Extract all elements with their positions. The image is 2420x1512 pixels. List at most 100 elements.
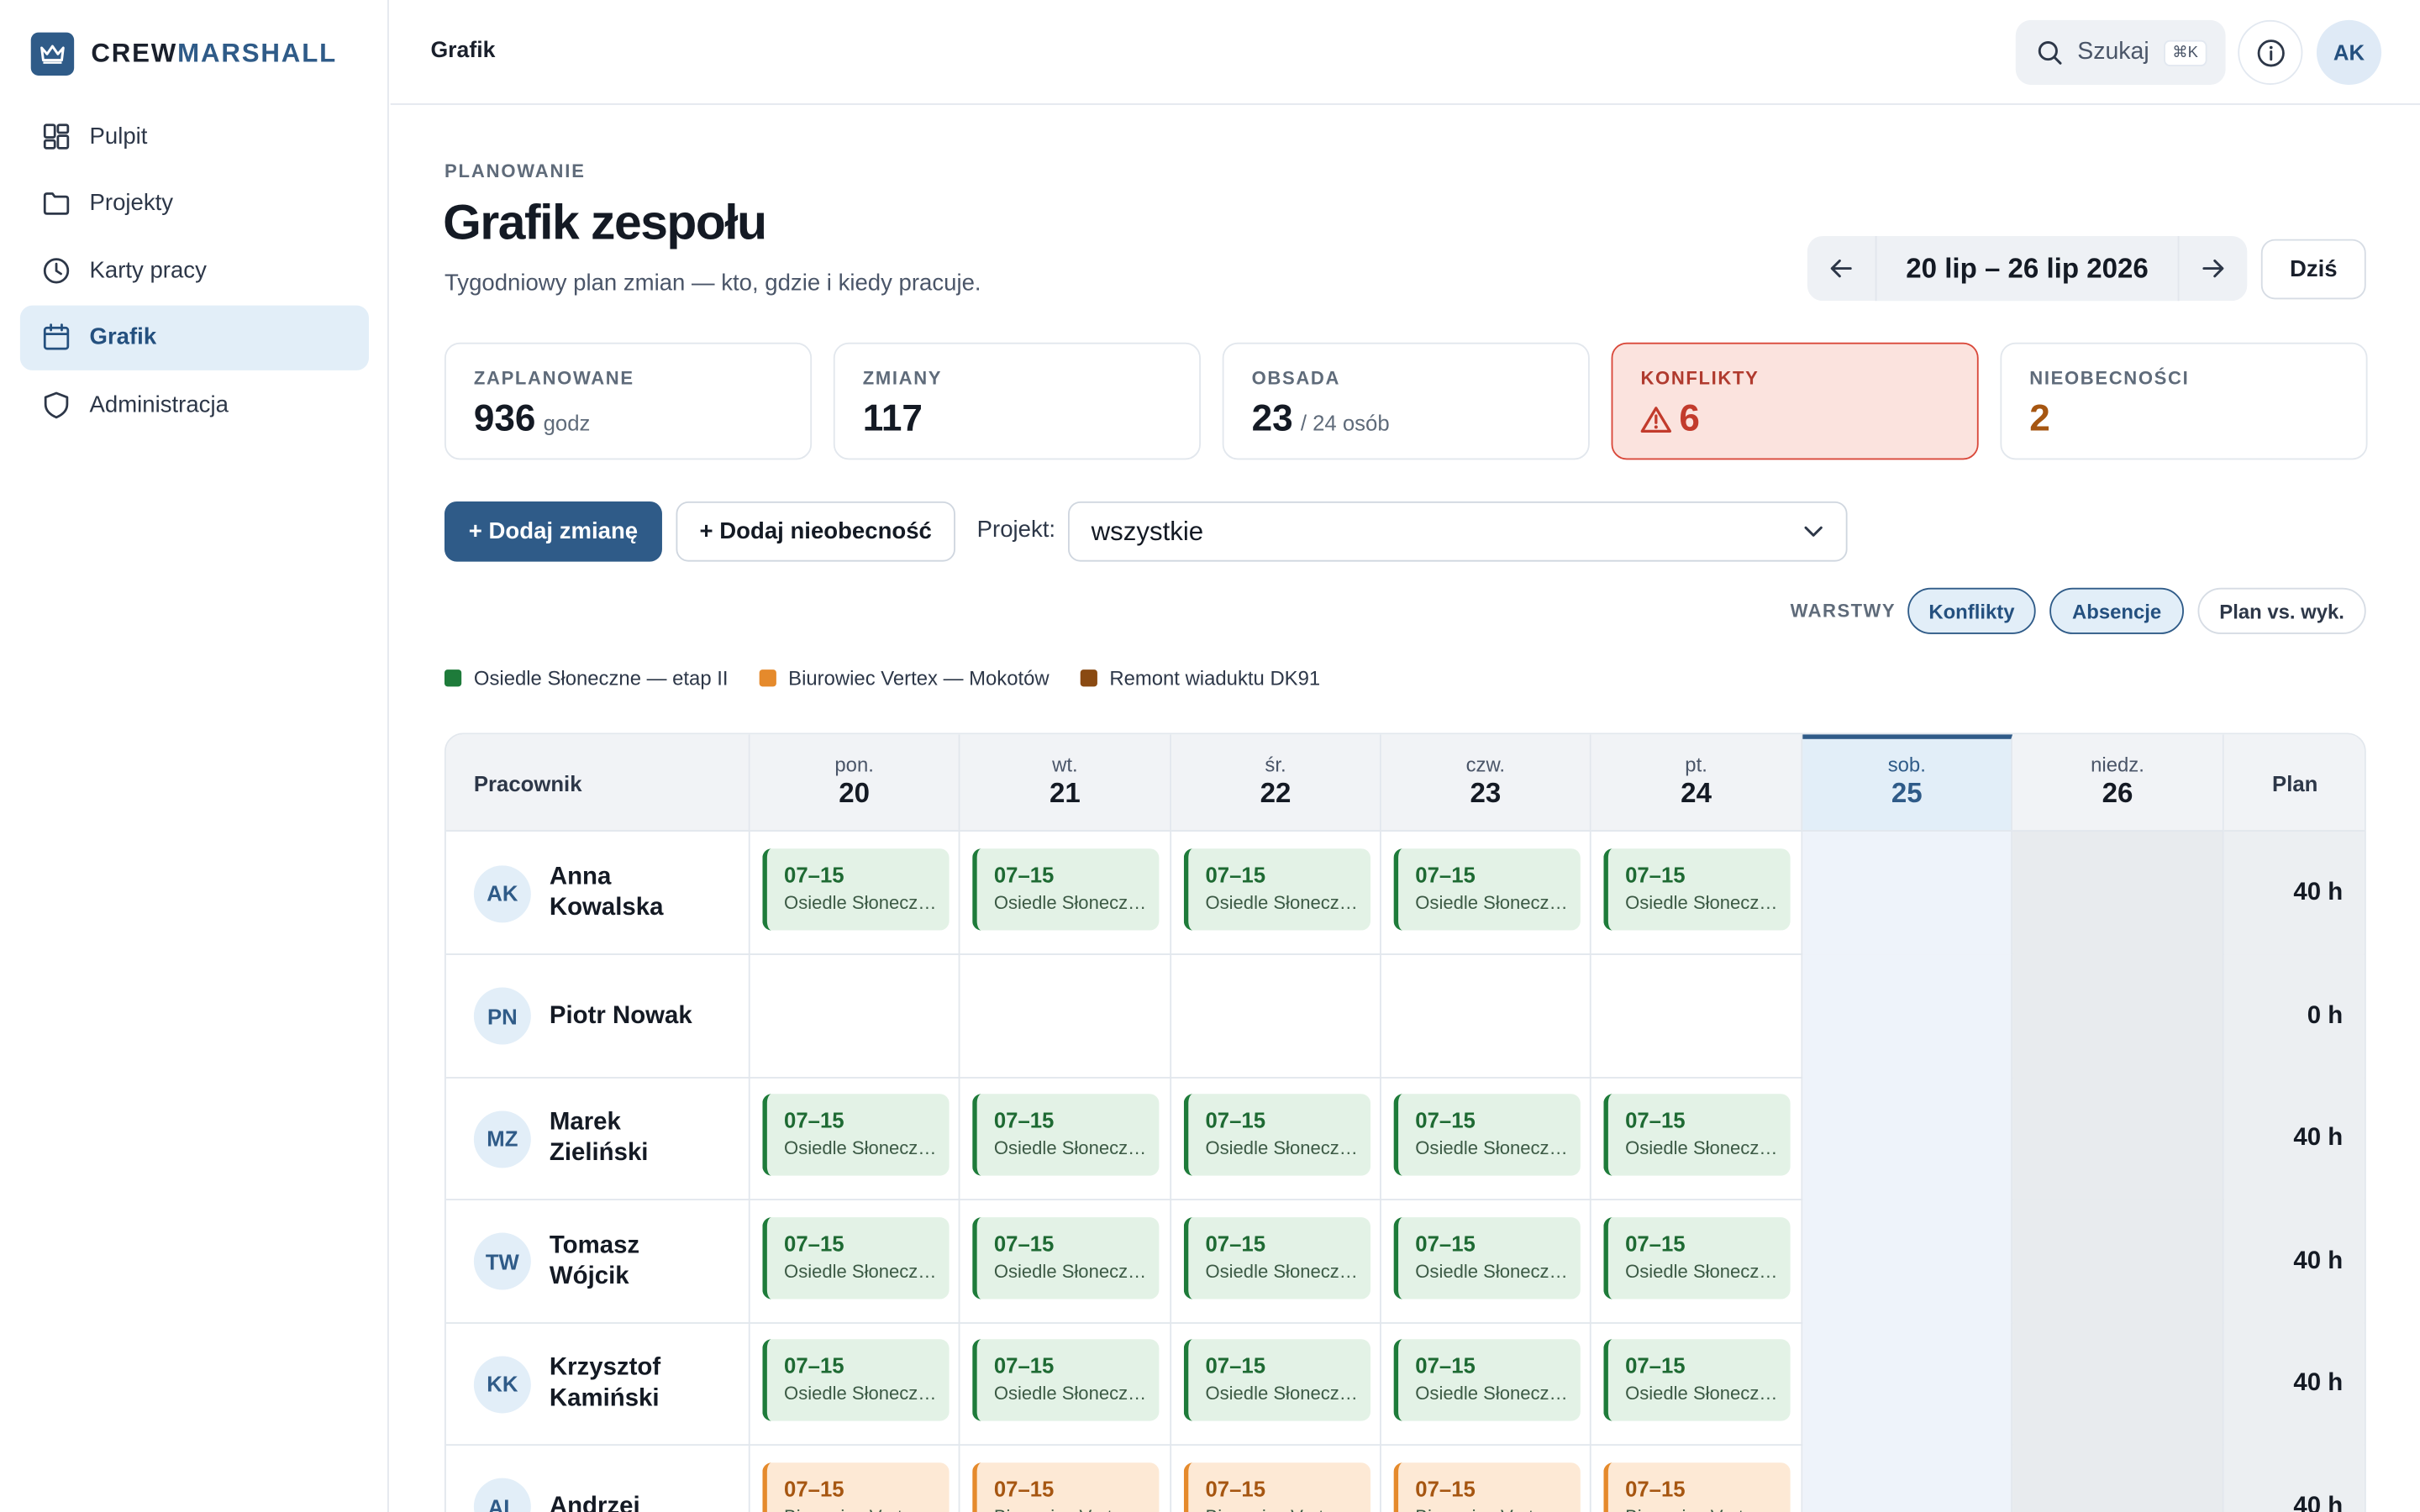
day-cell[interactable]: 07–15 Osiedle Słoneczne — etap II xyxy=(1591,1322,1803,1446)
day-cell[interactable] xyxy=(2012,1445,2224,1512)
day-cell[interactable]: 07–15 Osiedle Słoneczne — etap II xyxy=(960,1322,1172,1446)
shift-block[interactable]: 07–15 Osiedle Słoneczne — etap II xyxy=(1393,1094,1581,1176)
layer-chip-plan-vs-actual[interactable]: Plan vs. wyk. xyxy=(2197,587,2366,634)
shift-block[interactable]: 07–15 Biurowiec Vertex — Mokotów xyxy=(762,1462,950,1512)
brand-logo[interactable]: CREWMARSHALL xyxy=(30,32,337,76)
day-cell[interactable] xyxy=(1802,1445,2013,1512)
day-cell[interactable]: 07–15 Osiedle Słoneczne — etap II xyxy=(750,832,960,955)
legend-swatch xyxy=(759,669,776,687)
day-cell[interactable] xyxy=(1171,954,1381,1078)
day-cell[interactable]: 07–15 Osiedle Słoneczne — etap II xyxy=(1591,1077,1803,1200)
shift-block[interactable]: 07–15 Osiedle Słoneczne — etap II xyxy=(1393,1216,1581,1299)
shift-block[interactable]: 07–15 Osiedle Słoneczne — etap II xyxy=(1603,1339,1791,1421)
day-cell[interactable]: 07–15 Osiedle Słoneczne — etap II xyxy=(1381,1200,1591,1324)
day-cell[interactable]: 07–15 Osiedle Słoneczne — etap II xyxy=(1591,1200,1803,1324)
day-cell[interactable] xyxy=(1802,1200,2013,1324)
layer-chip-absences[interactable]: Absencje xyxy=(2049,587,2184,634)
day-cell[interactable] xyxy=(1802,832,2013,955)
shift-block[interactable]: 07–15 Osiedle Słoneczne — etap II xyxy=(1183,1094,1371,1176)
day-cell[interactable]: 07–15 Osiedle Słoneczne — etap II xyxy=(750,1200,960,1324)
day-cell[interactable]: 07–15 Biurowiec Vertex — Mokotów xyxy=(1591,1445,1803,1512)
day-cell[interactable] xyxy=(1381,954,1591,1078)
layer-chip-conflicts[interactable]: Konflikty xyxy=(1907,587,2036,634)
shift-block[interactable]: 07–15 Osiedle Słoneczne — etap II xyxy=(1393,848,1581,931)
shift-block[interactable]: 07–15 Osiedle Słoneczne — etap II xyxy=(762,1339,950,1421)
shift-block[interactable]: 07–15 Osiedle Słoneczne — etap II xyxy=(972,1216,1160,1299)
day-cell[interactable] xyxy=(2012,954,2224,1078)
day-cell[interactable]: 07–15 Osiedle Słoneczne — etap II xyxy=(960,1077,1172,1200)
day-cell[interactable]: 07–15 Osiedle Słoneczne — etap II xyxy=(1591,832,1803,955)
day-cell[interactable]: 07–15 Osiedle Słoneczne — etap II xyxy=(960,1200,1172,1324)
employee-avatar: AL xyxy=(473,1478,531,1512)
sidebar-item-grafik[interactable]: Grafik xyxy=(19,304,369,370)
shift-block[interactable]: 07–15 Biurowiec Vertex — Mokotów xyxy=(1183,1462,1371,1512)
shift-block[interactable]: 07–15 Osiedle Słoneczne — etap II xyxy=(1603,848,1791,931)
employee-cell[interactable]: TW Tomasz Wójcik xyxy=(446,1200,750,1324)
today-button[interactable]: Dziś xyxy=(2260,239,2366,300)
shift-block[interactable]: 07–15 Biurowiec Vertex — Mokotów xyxy=(1393,1462,1581,1512)
sidebar-item-administracja[interactable]: Administracja xyxy=(20,372,369,437)
day-cell[interactable]: 07–15 Biurowiec Vertex — Mokotów xyxy=(960,1445,1172,1512)
employee-cell[interactable]: AL Andrzej xyxy=(446,1445,750,1512)
next-week-button[interactable] xyxy=(2179,236,2247,301)
employee-cell[interactable]: MZ Marek Zieliński xyxy=(446,1077,750,1200)
day-cell[interactable] xyxy=(2012,832,2224,955)
day-cell[interactable]: 07–15 Osiedle Słoneczne — etap II xyxy=(960,832,1172,955)
info-icon xyxy=(2256,39,2284,66)
shift-block[interactable]: 07–15 Osiedle Słoneczne — etap II xyxy=(972,1339,1160,1421)
day-cell[interactable]: 07–15 Biurowiec Vertex — Mokotów xyxy=(1381,1445,1591,1512)
shift-block[interactable]: 07–15 Osiedle Słoneczne — etap II xyxy=(972,848,1160,931)
shift-block[interactable]: 07–15 Osiedle Słoneczne — etap II xyxy=(1183,1339,1371,1421)
employee-cell[interactable]: AK Anna Kowalska xyxy=(446,832,750,955)
shift-block[interactable]: 07–15 Osiedle Słoneczne — etap II xyxy=(1183,1216,1371,1299)
shift-project: Osiedle Słoneczne — etap II xyxy=(1205,891,1360,914)
day-cell[interactable] xyxy=(960,954,1172,1078)
stat-conflicts[interactable]: KONFLIKTY 6 xyxy=(1611,342,1979,460)
day-number: 26 xyxy=(2102,777,2133,809)
day-cell[interactable]: 07–15 Osiedle Słoneczne — etap II xyxy=(1381,1322,1591,1446)
sidebar-item-projekty[interactable]: Projekty xyxy=(20,171,369,235)
employee-cell[interactable]: KK Krzysztof Kamiński xyxy=(446,1322,750,1446)
shift-block[interactable]: 07–15 Osiedle Słoneczne — etap II xyxy=(1603,1216,1791,1299)
sidebar-item-pulpit[interactable]: Pulpit xyxy=(20,103,369,168)
shift-block[interactable]: 07–15 Osiedle Słoneczne — etap II xyxy=(1603,1094,1791,1176)
day-cell[interactable] xyxy=(750,954,960,1078)
shift-block[interactable]: 07–15 Osiedle Słoneczne — etap II xyxy=(762,848,950,931)
add-absence-button[interactable]: + Dodaj nieobecność xyxy=(676,501,955,562)
shift-block[interactable]: 07–15 Osiedle Słoneczne — etap II xyxy=(1183,848,1371,931)
day-cell[interactable]: 07–15 Osiedle Słoneczne — etap II xyxy=(1381,832,1591,955)
employee-cell[interactable]: PN Piotr Nowak xyxy=(446,954,750,1078)
day-cell[interactable]: 07–15 Osiedle Słoneczne — etap II xyxy=(1171,832,1381,955)
shift-block[interactable]: 07–15 Biurowiec Vertex — Mokotów xyxy=(972,1462,1160,1512)
day-cell[interactable] xyxy=(2012,1322,2224,1446)
shift-block[interactable]: 07–15 Osiedle Słoneczne — etap II xyxy=(762,1094,950,1176)
day-cell[interactable] xyxy=(2012,1077,2224,1200)
day-cell[interactable]: 07–15 Osiedle Słoneczne — etap II xyxy=(750,1077,960,1200)
day-cell[interactable] xyxy=(1802,1322,2013,1446)
project-select[interactable]: wszystkie xyxy=(1068,501,1848,562)
day-cell[interactable]: 07–15 Osiedle Słoneczne — etap II xyxy=(1381,1077,1591,1200)
add-shift-button[interactable]: + Dodaj zmianę xyxy=(444,501,662,562)
day-cell[interactable] xyxy=(1802,954,2013,1078)
day-cell[interactable] xyxy=(2012,1200,2224,1324)
shift-block[interactable]: 07–15 Osiedle Słoneczne — etap II xyxy=(1393,1339,1581,1421)
shift-block[interactable]: 07–15 Osiedle Słoneczne — etap II xyxy=(762,1216,950,1299)
day-cell[interactable]: 07–15 Biurowiec Vertex — Mokotów xyxy=(1171,1445,1381,1512)
table-row: TW Tomasz Wójcik 07–15 Osiedle Słoneczne — … xyxy=(445,1200,2365,1324)
info-button[interactable] xyxy=(2238,19,2303,86)
day-cell[interactable]: 07–15 Osiedle Słoneczne — etap II xyxy=(1171,1322,1381,1446)
day-cell[interactable] xyxy=(1802,1077,2013,1200)
day-cell[interactable] xyxy=(1591,954,1803,1078)
user-avatar[interactable]: AK xyxy=(2316,19,2382,86)
shift-block[interactable]: 07–15 Osiedle Słoneczne — etap II xyxy=(972,1094,1160,1176)
search-button[interactable]: Szukaj ⌘K xyxy=(2015,19,2226,86)
day-cell[interactable]: 07–15 Osiedle Słoneczne — etap II xyxy=(750,1322,960,1446)
shift-project: Osiedle Słoneczne — etap II xyxy=(1415,1137,1570,1159)
day-cell[interactable]: 07–15 Biurowiec Vertex — Mokotów xyxy=(750,1445,960,1512)
sidebar-item-karty-pracy[interactable]: Karty pracy xyxy=(20,238,369,302)
shift-block[interactable]: 07–15 Biurowiec Vertex — Mokotów xyxy=(1603,1462,1791,1512)
day-cell[interactable]: 07–15 Osiedle Słoneczne — etap II xyxy=(1171,1200,1381,1324)
day-cell[interactable]: 07–15 Osiedle Słoneczne — etap II xyxy=(1171,1077,1381,1200)
prev-week-button[interactable] xyxy=(1807,236,1876,301)
grid-header-day: wt. 21 xyxy=(960,734,1172,832)
